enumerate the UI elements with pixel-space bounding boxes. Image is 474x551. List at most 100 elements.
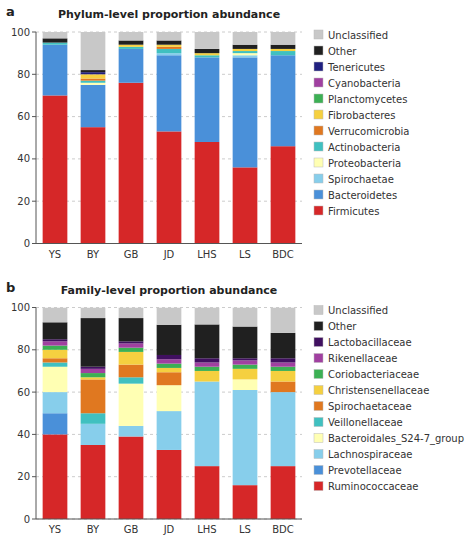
x-tick-label: JD — [163, 249, 175, 260]
y-tick — [32, 116, 36, 117]
bar-segment — [119, 32, 144, 40]
legend-swatch — [314, 126, 323, 135]
legend-label: Christensenellaceae — [328, 385, 429, 396]
legend-swatch — [314, 418, 323, 427]
y-tick — [32, 243, 36, 244]
panel: bFamily-level proportion abundance020406… — [6, 280, 464, 536]
x-tick-label: GB — [124, 249, 139, 260]
bar-segment — [43, 413, 68, 434]
legend-swatch — [314, 94, 323, 103]
legend-label: Coriobacteriaceae — [328, 369, 419, 380]
legend-swatch — [314, 322, 323, 331]
legend-swatch — [314, 110, 323, 119]
bar-segment — [81, 308, 106, 319]
bar-segment — [81, 74, 106, 78]
bar-segment — [119, 341, 144, 343]
bar-segment — [157, 325, 182, 355]
bar-segment — [271, 45, 296, 49]
bar-segment — [195, 358, 220, 362]
bar-segment — [43, 322, 68, 339]
y-tick-label: 80 — [17, 344, 30, 355]
bar-segment — [119, 318, 144, 341]
bar-segment — [81, 32, 106, 70]
y-tick — [32, 519, 36, 520]
bar-segment — [195, 367, 220, 371]
bar-segment — [195, 32, 220, 49]
grid-line — [36, 243, 302, 244]
legend-label: Unclassified — [328, 30, 388, 41]
bar-segment — [119, 437, 144, 519]
legend-swatch — [314, 450, 323, 459]
bar-segment — [157, 411, 182, 450]
bar-segment — [271, 32, 296, 45]
x-tick-label: YS — [48, 249, 61, 260]
bar-segment — [81, 424, 106, 445]
bar-segment — [119, 40, 144, 44]
legend-label: Veillonellaceae — [328, 417, 403, 428]
y-tick-label: 60 — [17, 111, 30, 122]
bar-segment — [157, 53, 182, 55]
bar-segment — [119, 348, 144, 352]
bar-segment — [195, 57, 220, 142]
bar-segment — [81, 379, 106, 413]
legend-label: Ruminococcaceae — [328, 481, 418, 492]
bar-segment — [81, 318, 106, 367]
bar-segment — [271, 367, 296, 371]
x-tick-label: YS — [48, 524, 61, 535]
legend-label: Other — [328, 46, 357, 57]
bar-segment — [233, 53, 258, 55]
bars — [43, 32, 296, 244]
x-tick-label: BDC — [272, 249, 294, 260]
legend-label: Bacteroidetes — [328, 190, 397, 201]
bar-segment — [43, 358, 68, 362]
legend-label: Spirochaetae — [328, 174, 394, 185]
bar-segment — [43, 350, 68, 358]
x-tick-label: BY — [87, 524, 100, 535]
bar-segment — [195, 371, 220, 382]
bar-segment — [233, 51, 258, 53]
bar-segment — [271, 49, 296, 51]
bar-segment — [43, 95, 68, 243]
legend-label: Lactobacillaceae — [328, 337, 412, 348]
y-tick-label: 80 — [17, 69, 30, 80]
bar-segment — [271, 333, 296, 358]
bar-segment — [157, 131, 182, 243]
bar-segment — [271, 392, 296, 466]
legend-label: Firmicutes — [328, 206, 379, 217]
bar-segment — [157, 55, 182, 131]
x-tick-label: GB — [124, 524, 139, 535]
bar-segment — [81, 70, 106, 72]
bar-segment — [119, 47, 144, 49]
bar-segment — [157, 372, 182, 385]
panel: aPhylum-level proportion abundance020406… — [6, 4, 410, 260]
bar-segment — [81, 445, 106, 519]
bar-segment — [233, 55, 258, 57]
bar-segment — [195, 382, 220, 467]
bar-segment — [271, 308, 296, 333]
bar-segment — [81, 373, 106, 377]
legend-label: Unclassified — [328, 305, 388, 316]
bar-segment — [81, 127, 106, 243]
x-tick-label: BDC — [272, 524, 294, 535]
figure: aPhylum-level proportion abundance020406… — [0, 0, 474, 551]
legend-swatch — [314, 482, 323, 491]
bar-segment — [157, 355, 182, 359]
bar-segment — [195, 55, 220, 57]
bar-segment — [81, 72, 106, 74]
bar-segment — [119, 377, 144, 383]
y-tick — [32, 158, 36, 159]
bar-segment — [157, 385, 182, 411]
bar-segment — [43, 32, 68, 38]
bar-segment — [271, 358, 296, 362]
bar-segment — [43, 367, 68, 392]
bar-segment — [195, 142, 220, 244]
y-tick — [32, 201, 36, 202]
bar-segment — [157, 364, 182, 368]
bar-segment — [119, 308, 144, 319]
legend-swatch — [314, 62, 323, 71]
y-tick — [32, 74, 36, 75]
bar-segment — [81, 83, 106, 85]
y-tick-label: 0 — [24, 514, 30, 525]
legend: UnclassifiedOtherLactobacillaceaeRikenel… — [314, 305, 464, 492]
bar-segment — [233, 360, 258, 364]
